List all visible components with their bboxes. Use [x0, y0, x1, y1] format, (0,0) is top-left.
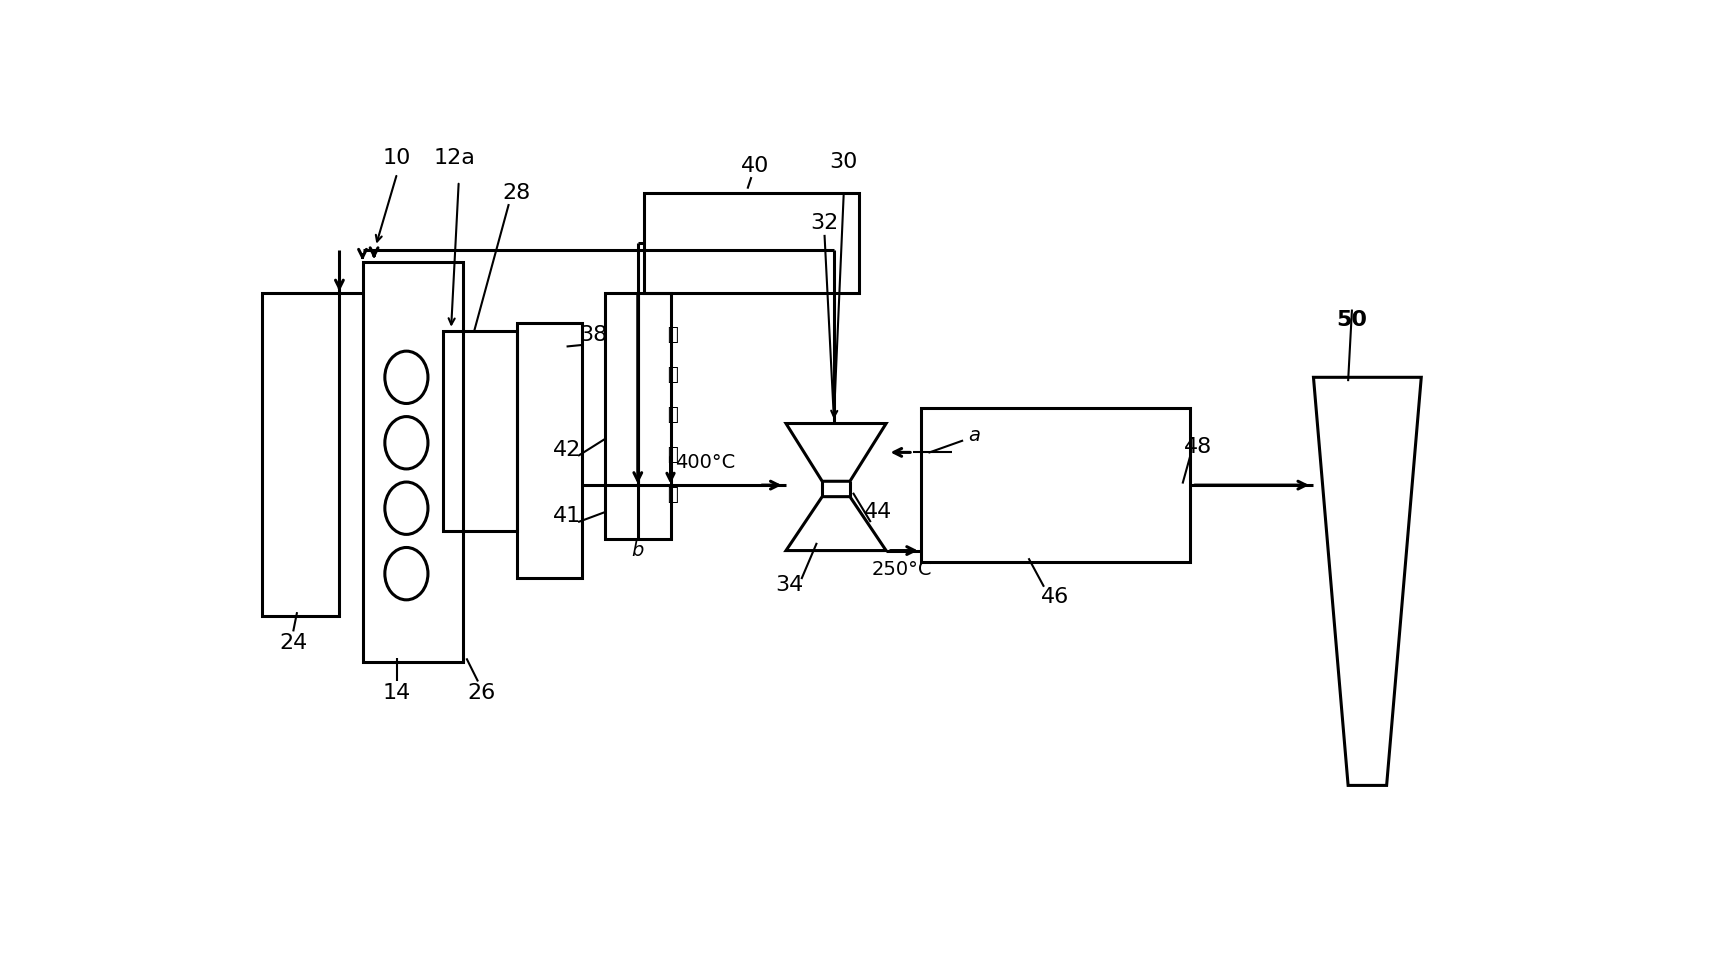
- Text: 44: 44: [865, 502, 892, 522]
- Text: 50: 50: [1336, 309, 1367, 329]
- Text: a: a: [968, 425, 980, 445]
- Text: 12a: 12a: [433, 148, 476, 168]
- Bar: [644, 193, 860, 293]
- Text: 32: 32: [811, 213, 839, 234]
- Text: 26: 26: [468, 683, 495, 703]
- Text: 30: 30: [830, 152, 858, 172]
- Text: 10: 10: [383, 148, 411, 168]
- Text: 液: 液: [668, 486, 678, 504]
- Text: 28: 28: [502, 182, 530, 203]
- Text: 48: 48: [1184, 437, 1212, 456]
- Text: 46: 46: [1041, 587, 1070, 607]
- Text: 24: 24: [280, 633, 307, 653]
- Text: 250°C: 250°C: [872, 560, 932, 579]
- Text: 400°C: 400°C: [675, 453, 735, 472]
- Bar: [262, 293, 340, 616]
- Bar: [920, 408, 1191, 562]
- Bar: [362, 262, 463, 662]
- Text: b: b: [632, 541, 644, 560]
- Text: 尿: 尿: [668, 326, 678, 344]
- Bar: [444, 331, 516, 531]
- Text: 溶: 溶: [668, 446, 678, 464]
- Bar: [606, 293, 670, 539]
- Text: 38: 38: [580, 325, 608, 345]
- Text: 水: 水: [668, 406, 678, 424]
- Text: 42: 42: [552, 441, 580, 460]
- Text: 40: 40: [740, 156, 770, 175]
- Bar: [516, 324, 582, 578]
- Text: 素: 素: [668, 366, 678, 384]
- Text: 34: 34: [775, 576, 804, 595]
- Text: 41: 41: [552, 506, 580, 526]
- Text: 14: 14: [383, 683, 411, 703]
